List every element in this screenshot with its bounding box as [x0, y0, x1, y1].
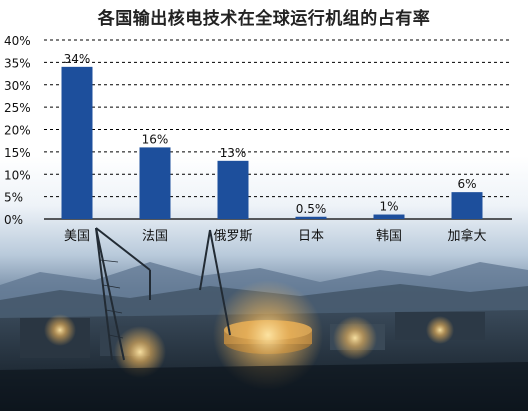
y-tick-label: 0% [4, 213, 23, 227]
data-label: 6% [457, 177, 476, 191]
y-tick-label: 25% [4, 101, 31, 115]
x-tick-label: 加拿大 [447, 228, 486, 244]
data-label: 13% [220, 146, 247, 160]
bar [217, 160, 249, 219]
x-tick-label: 法国 [142, 229, 168, 244]
chart-title: 各国输出核电技术在全球运行机组的占有率 [97, 9, 431, 29]
y-tick-label: 40% [4, 34, 31, 48]
data-label: 16% [142, 132, 169, 146]
data-label: 34% [64, 52, 91, 66]
y-tick-label: 5% [4, 191, 23, 205]
y-tick-label: 20% [4, 124, 31, 138]
data-label: 0.5% [296, 202, 327, 216]
y-tick-label: 10% [4, 168, 31, 182]
data-label: 1% [379, 200, 398, 214]
bar [373, 214, 405, 219]
bar [295, 216, 327, 219]
bar [139, 147, 171, 219]
y-axis: 0% 5% 10% 15% 20% 25% 30% 35% 40% [4, 34, 31, 227]
gridlines [44, 39, 512, 220]
x-tick-label: 日本 [298, 229, 324, 244]
y-tick-label: 35% [4, 56, 31, 70]
data-labels: 34% 16% 13% 0.5% 1% 6% [64, 52, 477, 216]
x-axis: 美国 法国 俄罗斯 日本 韩国 加拿大 [64, 228, 487, 244]
bar [61, 66, 93, 219]
y-tick-label: 15% [4, 146, 31, 160]
x-tick-label: 美国 [64, 229, 90, 244]
bar [451, 192, 483, 219]
x-tick-label: 韩国 [376, 229, 402, 244]
x-tick-label: 俄罗斯 [213, 229, 252, 244]
y-tick-label: 30% [4, 79, 31, 93]
bars [61, 66, 483, 219]
